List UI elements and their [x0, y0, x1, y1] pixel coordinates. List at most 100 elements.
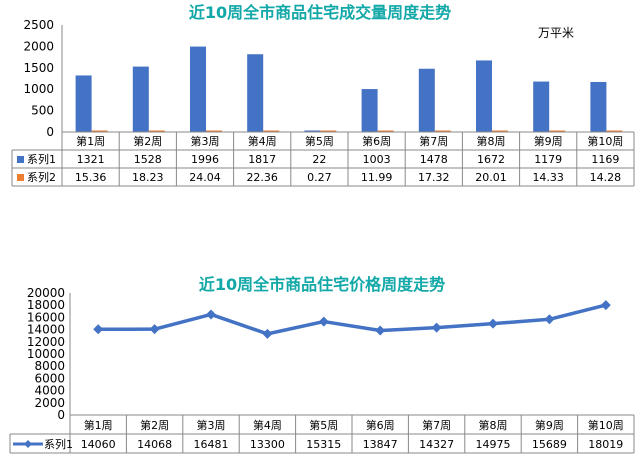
chart1-bar-series1 — [132, 66, 149, 132]
chart2-y-tick: 14000 — [27, 323, 65, 337]
chart1-data-label: 1996 — [191, 153, 219, 166]
chart1-bar-series2 — [377, 130, 394, 132]
chart1-unit-label: 万平米 — [538, 26, 574, 40]
chart1-bar-series2 — [606, 130, 623, 132]
chart1-data-label: 18.23 — [132, 171, 164, 184]
chart1-data-label: 1478 — [420, 153, 448, 166]
chart1-data-label: 1003 — [363, 153, 391, 166]
chart1-y-tick: 500 — [31, 104, 54, 118]
chart1-data-label: 11.99 — [361, 171, 393, 184]
chart1-data-label: 15.36 — [75, 171, 107, 184]
chart2-point — [206, 309, 216, 320]
chart1-legend-key-series1 — [17, 156, 24, 163]
chart1-x-tick: 第4周 — [248, 134, 277, 148]
chart1-x-tick: 第8周 — [477, 134, 506, 148]
chart2-x-tick: 第8周 — [479, 418, 508, 432]
chart1-bar-series2 — [492, 130, 508, 132]
chart1-bar-series1 — [247, 54, 264, 132]
chart1-data-label: 17.32 — [418, 171, 450, 184]
chart2-y-tick: 4000 — [34, 384, 65, 398]
chart1-x-tick: 第3周 — [191, 134, 220, 148]
chart1-x-tick: 第6周 — [362, 134, 391, 148]
chart2-point — [318, 316, 329, 327]
chart2-data-label: 15315 — [306, 438, 341, 451]
chart2-point — [544, 314, 555, 325]
chart1-bar-series1 — [361, 89, 378, 132]
chart2-x-tick: 第6周 — [366, 418, 395, 432]
chart2-data-label: 14327 — [419, 438, 454, 451]
chart1-data-label: 1672 — [477, 153, 505, 166]
chart1-x-tick: 第2周 — [133, 134, 162, 148]
chart1-y-tick: 1500 — [23, 61, 54, 75]
chart1-data-label: 24.04 — [189, 171, 221, 184]
chart2-x-tick: 第1周 — [84, 418, 113, 432]
chart1-bar-series2 — [549, 130, 566, 132]
chart1-data-label: 22 — [312, 153, 326, 166]
chart2-point — [600, 300, 611, 311]
chart1-data-label: 22.36 — [246, 171, 278, 184]
chart2-point — [93, 324, 104, 335]
chart2-data-label: 13847 — [363, 438, 398, 451]
chart2-x-tick: 第10周 — [588, 418, 624, 432]
chart1-data-label: 1179 — [534, 153, 562, 166]
chart1-bar-series2 — [91, 130, 108, 132]
chart1-bar-series2 — [148, 130, 165, 132]
chart1-bar-series2 — [320, 130, 337, 132]
chart2-x-tick: 第9周 — [535, 418, 564, 432]
chart1-data-label: 14.33 — [532, 171, 564, 184]
chart1-bar-series1 — [304, 130, 321, 132]
chart2-line — [93, 300, 611, 339]
chart1-legend-key-series2 — [17, 174, 24, 181]
chart2-data-label: 13300 — [250, 438, 285, 451]
chart2-x-tick: 第4周 — [253, 418, 282, 432]
chart1-bar-series1 — [418, 68, 435, 132]
chart2-x-tick: 第2周 — [140, 418, 169, 432]
chart1-bar-series2 — [434, 130, 451, 132]
chart2-y-tick: 12000 — [27, 335, 65, 349]
chart2-y-tick: 2000 — [34, 396, 65, 410]
chart1-bar-series1 — [476, 60, 492, 132]
chart2-y-tick: 18000 — [27, 298, 65, 312]
chart1-x-tick: 第5周 — [305, 134, 334, 148]
chart1-bar-series1 — [190, 46, 206, 133]
chart2-legend-key-marker — [24, 440, 32, 448]
chart2-data-label: 16481 — [194, 438, 229, 451]
chart2-y-axis: 2000018000160001400012000100008000600040… — [27, 286, 71, 422]
chart1-data-label: 14.28 — [590, 171, 622, 184]
chart1-bar-series2 — [206, 130, 222, 132]
chart1-data-label: 20.01 — [475, 171, 507, 184]
chart2-point — [262, 328, 273, 339]
chart1-y-tick: 2500 — [23, 18, 54, 32]
chart1-data-label: 1321 — [77, 153, 105, 166]
chart1-bars — [75, 46, 623, 133]
chart1-x-tick: 第9周 — [534, 134, 563, 148]
chart2-x-tick: 第5周 — [309, 418, 338, 432]
chart1-data-label: 1817 — [248, 153, 276, 166]
chart2-data-label: 14060 — [81, 438, 116, 451]
chart2-y-tick: 0 — [57, 408, 65, 422]
chart2-point — [488, 318, 498, 329]
chart2-point — [375, 325, 386, 336]
chart1-data-label: 0.27 — [307, 171, 332, 184]
chart2-title: 近10周全市商品住宅价格周度走势 — [199, 275, 445, 294]
chart2-y-tick: 20000 — [27, 286, 65, 300]
chart2-point — [431, 322, 442, 333]
chart1-x-tick: 第1周 — [76, 134, 105, 148]
chart2-data-label: 15689 — [532, 438, 567, 451]
chart1-x-tick: 第10周 — [587, 134, 623, 148]
chart1-y-tick: 1000 — [23, 82, 54, 96]
chart2-data-label: 14068 — [137, 438, 172, 451]
chart2-y-tick: 10000 — [27, 347, 65, 361]
chart2-point — [149, 324, 160, 335]
chart1-legend-name: 系列1 — [27, 152, 56, 166]
chart1-bar-series1 — [590, 81, 607, 132]
chart1-bar-series1 — [75, 75, 92, 132]
chart1-bar-series1 — [533, 81, 550, 132]
chart1-bar-series2 — [263, 130, 280, 132]
chart2-data-label: 14975 — [476, 438, 511, 451]
chart1-x-tick: 第7周 — [419, 134, 448, 148]
chart2-data-label: 18019 — [588, 438, 623, 451]
chart1-y-tick: 0 — [46, 125, 54, 139]
